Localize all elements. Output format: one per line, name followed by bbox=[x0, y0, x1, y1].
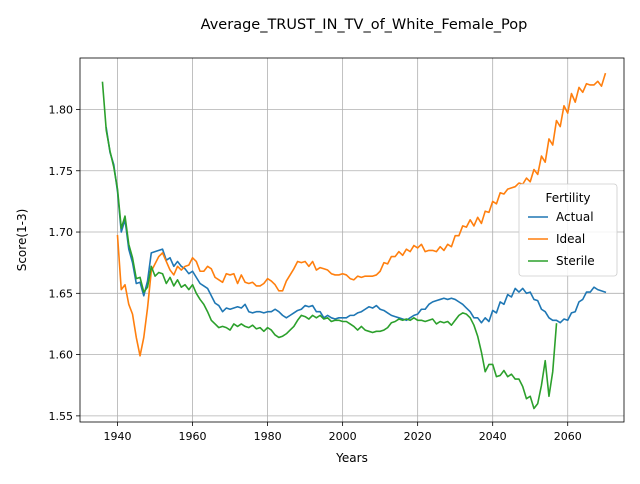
legend: Fertility Actual Ideal Sterile bbox=[518, 183, 618, 277]
x-tick-label: 1940 bbox=[104, 430, 132, 443]
x-tick-label: 1960 bbox=[179, 430, 207, 443]
series-line-sterile bbox=[101, 81, 558, 410]
series-line-actual bbox=[105, 126, 607, 324]
y-tick-label: 1.70 bbox=[49, 226, 74, 239]
legend-label-actual: Actual bbox=[556, 210, 594, 224]
y-tick-label: 1.80 bbox=[49, 103, 74, 116]
chart-title: Average_TRUST_IN_TV_of_White_Female_Pop bbox=[201, 17, 528, 33]
legend-title: Fertility bbox=[545, 191, 590, 205]
legend-label-ideal: Ideal bbox=[556, 232, 585, 246]
y-tick-label: 1.75 bbox=[49, 165, 74, 178]
x-tick-label: 1980 bbox=[254, 430, 282, 443]
x-axis-label: Years bbox=[335, 451, 368, 465]
y-tick-label: 1.60 bbox=[49, 349, 74, 362]
x-tick-label: 2020 bbox=[404, 430, 432, 443]
plot-frame bbox=[79, 57, 625, 423]
y-tick-label: 1.65 bbox=[49, 287, 74, 300]
x-tick-label: 2040 bbox=[479, 430, 507, 443]
series-line-ideal bbox=[116, 72, 607, 357]
axis-ticks: 1940 1960 1980 2000 2020 2040 2060 1.55 1.60 1.65… bbox=[49, 103, 582, 443]
legend-box bbox=[518, 183, 618, 277]
series-lines bbox=[101, 72, 607, 410]
legend-label-sterile: Sterile bbox=[556, 254, 595, 268]
y-tick-label: 1.55 bbox=[49, 410, 74, 423]
x-tick-label: 2060 bbox=[554, 430, 582, 443]
x-tick-label: 2000 bbox=[329, 430, 357, 443]
y-axis-label: Score(1-3) bbox=[15, 209, 29, 272]
